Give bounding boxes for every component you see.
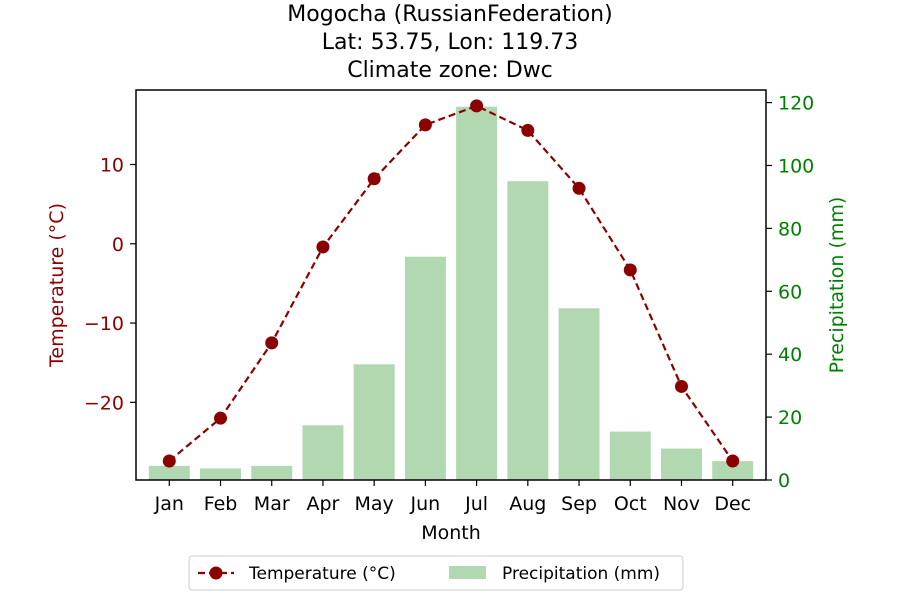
x-tick-label: Jan [154, 493, 184, 515]
temperature-point [521, 123, 535, 137]
temperature-point [214, 411, 228, 425]
precipitation-tick-label: 120 [778, 93, 814, 115]
temperature-tick-label: −20 [84, 392, 124, 414]
x-tick-label: Feb [204, 493, 238, 515]
precipitation-bars [148, 106, 754, 481]
precipitation-tick-label: 60 [778, 281, 802, 303]
chart-title-line: Lat: 53.75, Lon: 119.73 [322, 30, 578, 55]
precipitation-bar [712, 461, 754, 480]
legend-precipitation-label: Precipitation (mm) [502, 564, 660, 584]
x-tick-label: Jun [410, 493, 441, 515]
temperature-point [572, 181, 586, 195]
precipitation-tick-label: 40 [778, 344, 802, 366]
precipitation-tick-label: 20 [778, 407, 802, 429]
legend-frame [188, 555, 684, 591]
temperature-point [367, 172, 381, 186]
temperature-tick-label: 0 [112, 234, 124, 256]
precipitation-bar [558, 308, 600, 480]
legend-precipitation-swatch [449, 566, 486, 579]
precipitation-axis-label: Precipitation (mm) [826, 197, 848, 374]
chart-title-line: Climate zone: Dwc [347, 58, 553, 83]
chart-title: Mogocha (RussianFederation) Lat: 53.75, L… [287, 2, 612, 83]
x-tick-label: Sep [561, 493, 597, 515]
x-tick-label: May [355, 493, 394, 515]
precipitation-bar [302, 425, 344, 480]
x-tick-label: Nov [663, 493, 700, 515]
temperature-point [418, 118, 432, 132]
temperature-tick-label: 10 [100, 155, 124, 177]
precipitation-bar [200, 468, 241, 480]
precipitation-bar [251, 465, 293, 480]
precipitation-bar [148, 465, 190, 480]
temperature-point [316, 240, 330, 254]
temperature-point [162, 454, 176, 468]
legend-temperature-marker [209, 566, 223, 580]
temperature-line [168, 104, 734, 462]
temperature-point [674, 379, 688, 393]
precipitation-tick-label: 80 [778, 218, 802, 240]
x-axis-label: Month [421, 522, 481, 544]
precipitation-bar [609, 431, 651, 480]
precipitation-bar [507, 181, 549, 481]
x-tick-label: Oct [614, 493, 647, 515]
legend-temperature-label: Temperature (°C) [248, 564, 396, 584]
precipitation-bar [404, 256, 446, 480]
temperature-point [726, 454, 740, 468]
x-tick-label: Apr [307, 493, 340, 515]
x-tick-label: Aug [509, 493, 546, 515]
chart-title-line: Mogocha (RussianFederation) [287, 2, 612, 27]
precipitation-bar [661, 448, 702, 480]
precipitation-axis: 0 20 40 60 80 100 120 [766, 93, 814, 492]
legend: Temperature (°C) Precipitation (mm) [188, 555, 684, 591]
temperature-tick-label: −10 [84, 313, 124, 335]
temperature-axis-label: Temperature (°C) [46, 203, 68, 368]
precipitation-tick-label: 0 [778, 470, 790, 492]
x-axis: Jan Feb Mar Apr May Jun Jul Aug Sep Oct Nov Dec [154, 480, 751, 515]
precipitation-tick-label: 100 [778, 155, 814, 177]
temperature-axis: −20 −10 0 10 [84, 155, 136, 414]
temperature-point [623, 263, 637, 277]
temperature-point [265, 336, 279, 350]
plot-frame [135, 89, 767, 481]
precipitation-bar [456, 106, 498, 480]
x-tick-label: Jul [464, 493, 488, 515]
x-tick-label: Dec [714, 493, 751, 515]
precipitation-bar [353, 364, 395, 480]
x-tick-label: Mar [254, 493, 290, 515]
temperature-series [162, 99, 740, 468]
temperature-point [470, 99, 484, 113]
